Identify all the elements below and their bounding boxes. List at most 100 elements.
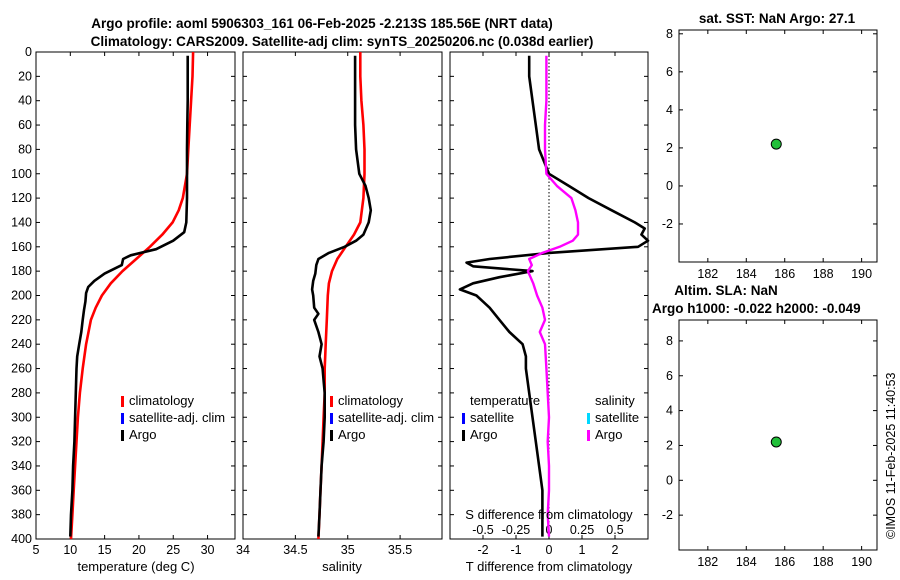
y-tick-label: 320	[11, 435, 32, 449]
y-tick-label: 100	[11, 167, 32, 181]
series-line-t-diff-argo	[458, 55, 650, 537]
legend-salinity-header: salinity	[595, 393, 635, 408]
x-tick-label: 190	[851, 555, 872, 569]
x-tick-label: -2	[477, 543, 488, 557]
legend-climatology-label: climatology	[338, 393, 404, 408]
legend-t-argo-swatch	[462, 430, 465, 441]
series-line-climatology	[69, 51, 195, 540]
y-tick-label: 200	[11, 289, 32, 303]
x-tick-label: 186	[774, 555, 795, 569]
x-tick-label: 35.5	[388, 543, 412, 557]
y-tick-label: 220	[11, 313, 32, 327]
y-tick-label: 360	[11, 483, 32, 497]
y-tick-label: 20	[18, 69, 32, 83]
data-point	[770, 138, 782, 150]
x-tick-label: 35	[341, 543, 355, 557]
y-tick-label: 400	[11, 532, 32, 546]
x-tick-label: -1	[510, 543, 521, 557]
legend-argo-swatch	[121, 430, 124, 441]
y-tick-label: 0	[25, 45, 32, 59]
x-tick-label: 188	[813, 555, 834, 569]
legend-t-argo-label: Argo	[470, 427, 497, 442]
legend-climatology-swatch	[330, 396, 333, 407]
legend-satellite-label: satellite-adj. clim	[129, 410, 225, 425]
y-tick-label: 300	[11, 410, 32, 424]
y-tick-label: 0	[666, 179, 673, 193]
x-tick-label: 10	[63, 543, 77, 557]
t-diff-xlabel: T difference from climatology	[466, 559, 633, 574]
y-tick-label: 2	[666, 438, 673, 452]
y-tick-label: 8	[666, 27, 673, 41]
y-tick-label: 6	[666, 369, 673, 383]
y-tick-label: 6	[666, 65, 673, 79]
y-tick-label: 4	[666, 404, 673, 418]
x-tick-label: 184	[736, 267, 757, 281]
y-tick-label: 260	[11, 362, 32, 376]
x-tick-label: 34.5	[283, 543, 307, 557]
sla-axes: 182 184 186 188 190 -2 0 2 4 6 8	[662, 319, 878, 569]
legend-s-argo-swatch	[587, 430, 590, 441]
legend-s-argo-label: Argo	[595, 427, 622, 442]
legend-satellite-swatch	[121, 413, 124, 424]
legend-satellite-swatch	[330, 413, 333, 424]
temperature-axes: 5 10 15 20 25 3002040608010012014016018020022…	[11, 45, 236, 557]
legend-argo-label: Argo	[129, 427, 156, 442]
x-tick-label: 25	[166, 543, 180, 557]
legend-temperature-header: temperature	[470, 393, 540, 408]
x-tick-label: 186	[774, 267, 795, 281]
y-tick-label: 380	[11, 508, 32, 522]
x-tick-label: 30	[201, 543, 215, 557]
sst-axes: 182 184 186 188 190 -2 0 2 4 6 8	[662, 27, 878, 281]
x-tick-label: 15	[98, 543, 112, 557]
legend-t-satellite-label: satellite	[470, 410, 514, 425]
legend-climatology-swatch	[121, 396, 124, 407]
x-tick-label: 2	[612, 543, 619, 557]
temperature-xlabel: temperature (deg C)	[77, 559, 194, 574]
salinity-legend: climatology satellite-adj. clim Argo	[330, 393, 434, 442]
s-diff-tick-label: 0.5	[606, 523, 623, 537]
sla-title-line2: Argo h1000: -0.022 h2000: -0.049	[652, 301, 861, 316]
y-tick-label: 2	[666, 141, 673, 155]
salinity-axes: 34 34.5 35 35.5	[236, 51, 443, 557]
difference-legend: temperature satellite Argo salinity sate…	[462, 393, 639, 442]
x-tick-label: 1	[579, 543, 586, 557]
y-tick-label: 4	[666, 103, 673, 117]
x-tick-label: 5	[33, 543, 40, 557]
series-line-argo	[69, 55, 189, 537]
series-line-climatology	[317, 52, 366, 540]
legend-satellite-label: satellite-adj. clim	[338, 410, 434, 425]
legend-argo-swatch	[330, 430, 333, 441]
difference-axes: -2 -1 0 1 2-0.5 -0.25 0 0.25 0.5	[449, 51, 650, 557]
legend-s-satellite-label: satellite	[595, 410, 639, 425]
y-tick-label: -2	[662, 217, 673, 231]
s-diff-tick-label: 0.25	[570, 523, 594, 537]
s-diff-tick-label: -0.5	[472, 523, 494, 537]
y-tick-label: 140	[11, 215, 32, 229]
s-diff-xlabel: S difference from climatology	[465, 507, 633, 522]
y-tick-label: 280	[11, 386, 32, 400]
series-line-argo	[310, 55, 373, 537]
sst-title: sat. SST: NaN Argo: 27.1	[699, 11, 856, 26]
main-title-line1: Argo profile: aoml 5906303_161 06-Feb-20…	[91, 16, 552, 31]
x-tick-label: 184	[736, 555, 757, 569]
y-tick-label: 80	[18, 142, 32, 156]
sla-title-line1: Altim. SLA: NaN	[674, 283, 778, 298]
x-tick-label: 182	[697, 267, 718, 281]
legend-argo-label: Argo	[338, 427, 365, 442]
main-title-line2: Climatology: CARS2009. Satellite-adj cli…	[91, 34, 594, 49]
x-tick-label: 188	[813, 267, 834, 281]
data-point	[770, 436, 782, 448]
temperature-legend: climatology satellite-adj. clim Argo	[121, 393, 225, 442]
y-tick-label: 40	[18, 94, 32, 108]
y-tick-label: 340	[11, 459, 32, 473]
x-tick-label: 182	[697, 555, 718, 569]
y-tick-label: 60	[18, 118, 32, 132]
x-tick-label: 34	[236, 543, 250, 557]
s-diff-tick-label: -0.25	[502, 523, 531, 537]
legend-t-satellite-swatch	[462, 413, 465, 424]
x-tick-label: 190	[851, 267, 872, 281]
x-tick-label: 20	[132, 543, 146, 557]
y-tick-label: 160	[11, 240, 32, 254]
x-tick-label: 0	[546, 543, 553, 557]
